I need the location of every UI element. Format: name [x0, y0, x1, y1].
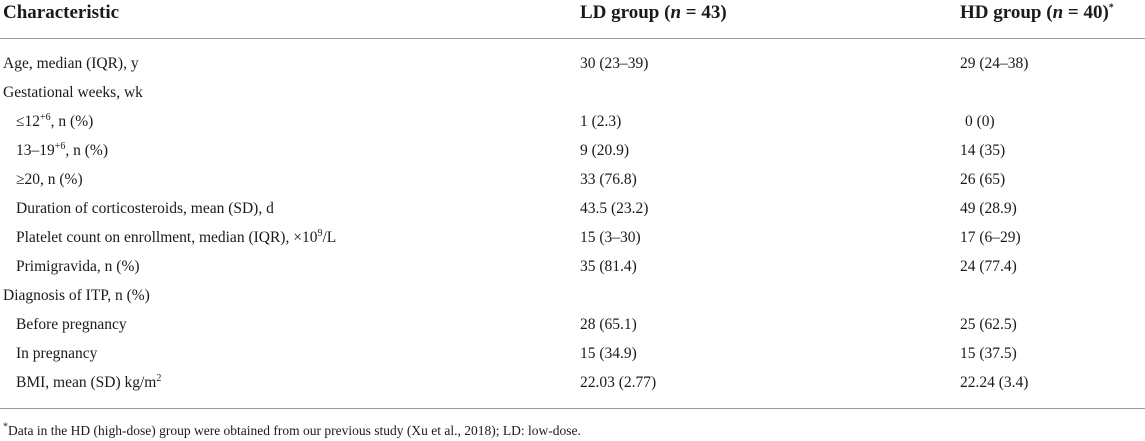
hd-value: 26 (65)	[960, 171, 1006, 188]
row-label-suffix: , n (%)	[65, 142, 109, 159]
row-label: Platelet count on enrollment, median (IQ…	[16, 227, 337, 247]
header-characteristic: Characteristic	[3, 2, 120, 23]
row-label-suffix: , n (%)	[50, 113, 94, 130]
hd-value: 17 (6–29)	[960, 229, 1021, 246]
ld-value: 28 (65.1)	[580, 316, 637, 333]
table-row: Primigravida, n (%) 35 (81.4) 24 (77.4)	[0, 252, 1145, 281]
ld-value: 15 (34.9)	[580, 345, 637, 362]
header-ld-suffix: = 43)	[681, 2, 727, 23]
hd-value: 24 (77.4)	[960, 258, 1017, 275]
row-label-text: Platelet count on enrollment, median (IQ…	[16, 229, 318, 246]
row-label: Before pregnancy	[16, 316, 127, 333]
header-hd-suffix: = 40)	[1063, 2, 1109, 23]
ld-value: 35 (81.4)	[580, 258, 637, 275]
hd-value: 25 (62.5)	[960, 316, 1017, 333]
hd-value: 29 (24–38)	[960, 55, 1029, 72]
ld-value: 43.5 (23.2)	[580, 200, 649, 217]
row-label: Duration of corticosteroids, mean (SD), …	[16, 200, 274, 217]
table-row: ≥20, n (%) 33 (76.8) 26 (65)	[0, 165, 1145, 194]
table-row: ≤12+6, n (%) 1 (2.3) 0 (0)	[0, 107, 1145, 136]
row-label-sup: +6	[40, 111, 51, 123]
footnote-mark: *	[3, 421, 8, 433]
row-label: BMI, mean (SD) kg/m2	[16, 372, 162, 392]
header-ld-prefix: LD group (	[580, 2, 671, 23]
table-row: Diagnosis of ITP, n (%)	[0, 281, 1145, 310]
row-label-sup: 2	[156, 372, 162, 384]
table-row: Age, median (IQR), y 30 (23–39) 29 (24–3…	[0, 49, 1145, 78]
hd-value: 15 (37.5)	[960, 345, 1017, 362]
header-hd-group: HD group (n = 40)*	[960, 2, 1114, 24]
ld-value: 30 (23–39)	[580, 55, 649, 72]
ld-value: 33 (76.8)	[580, 171, 637, 188]
ld-value: 1 (2.3)	[580, 113, 622, 130]
table-row: In pregnancy 15 (34.9) 15 (37.5)	[0, 339, 1145, 368]
row-label: Gestational weeks, wk	[3, 84, 143, 101]
row-label: ≥20, n (%)	[16, 171, 83, 188]
table-footnote: *Data in the HD (high-dose) group were o…	[3, 421, 581, 439]
header-ld-n: n	[670, 2, 682, 23]
table-row: Duration of corticosteroids, mean (SD), …	[0, 194, 1145, 223]
row-label: Primigravida, n (%)	[16, 258, 140, 275]
row-label: ≤12+6, n (%)	[16, 111, 94, 131]
ld-value: 22.03 (2.77)	[580, 374, 657, 391]
row-label: In pregnancy	[16, 345, 98, 362]
ld-value: 15 (3–30)	[580, 229, 641, 246]
hd-value: 22.24 (3.4)	[960, 374, 1029, 391]
row-label: Diagnosis of ITP, n (%)	[3, 287, 150, 304]
hd-value: 0 (0)	[965, 113, 995, 130]
table-row: Before pregnancy 28 (65.1) 25 (62.5)	[0, 310, 1145, 339]
table-header: Characteristic LD group (n = 43) HD grou…	[0, 0, 1145, 38]
hd-value: 14 (35)	[960, 142, 1006, 159]
table-row: 13–19+6, n (%) 9 (20.9) 14 (35)	[0, 136, 1145, 165]
row-label-text: BMI, mean (SD) kg/m	[16, 374, 157, 391]
table-row: Platelet count on enrollment, median (IQ…	[0, 223, 1145, 252]
ld-value: 9 (20.9)	[580, 142, 630, 159]
footnote-text: Data in the HD (high-dose) group were ob…	[8, 423, 581, 438]
row-label-text: ≤12	[16, 113, 41, 130]
header-rule	[0, 38, 1145, 39]
header-hd-footnote-mark: *	[1108, 2, 1114, 14]
row-label-suffix: /L	[322, 229, 337, 246]
hd-value: 49 (28.9)	[960, 200, 1017, 217]
row-label-sup: 9	[317, 227, 323, 239]
header-hd-n: n	[1052, 2, 1064, 23]
row-label: 13–19+6, n (%)	[16, 140, 109, 160]
table-bottom-rule	[0, 408, 1145, 409]
row-label-sup: +6	[54, 140, 66, 152]
row-label: Age, median (IQR), y	[3, 55, 139, 72]
header-hd-prefix: HD group (	[960, 2, 1053, 23]
table-row: Gestational weeks, wk	[0, 78, 1145, 107]
row-label-text: 13–19	[16, 142, 55, 159]
header-ld-group: LD group (n = 43)	[580, 2, 727, 24]
table-row: BMI, mean (SD) kg/m2 22.03 (2.77) 22.24 …	[0, 368, 1145, 397]
